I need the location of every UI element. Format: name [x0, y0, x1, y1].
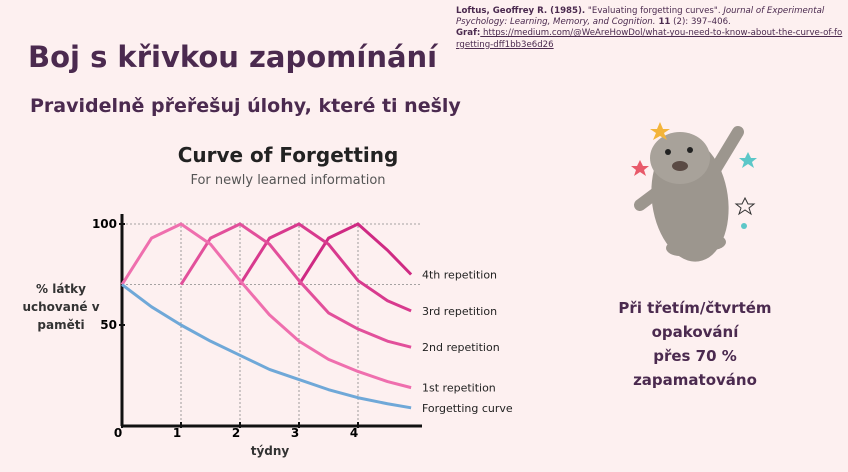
x-tick-label: 0 — [114, 426, 122, 440]
y-axis-label: % látky uchované v paměti — [22, 282, 100, 332]
legend-label: 2nd repetition — [422, 341, 500, 354]
slide-subtitle: Pravidelně přeřešuj úlohy, které ti nešl… — [30, 95, 461, 117]
note-line: zapamatováno — [633, 371, 757, 389]
legend-label: 4th repetition — [422, 269, 497, 282]
y-tick-label: 50 — [100, 318, 117, 332]
legend-label: Forgetting curve — [422, 402, 513, 415]
x-tick-label: 2 — [232, 426, 240, 440]
chart-title: Curve of Forgetting — [178, 143, 399, 167]
legend-label: 3rd repetition — [422, 305, 497, 318]
legend-label: 1st repetition — [422, 382, 496, 395]
x-tick-label: 4 — [350, 426, 358, 440]
note-line: opakování — [651, 323, 739, 341]
series-line — [238, 222, 412, 313]
cite-author: Loftus, Geoffrey R. (1985). — [456, 6, 586, 16]
x-tick-label: 3 — [291, 426, 299, 440]
graph-label: Graf: — [456, 28, 481, 39]
note: Při třetím/čtvrtém opakování přes 70 % zapa… — [610, 296, 780, 392]
slide-title: Boj s křivkou zapomínání — [28, 40, 438, 74]
chart-subtitle: For newly learned information — [190, 173, 385, 188]
citation: Loftus, Geoffrey R. (1985). "Evaluating … — [456, 6, 844, 51]
x-tick-label: 1 — [173, 426, 181, 440]
series-line — [297, 222, 413, 286]
graph-link[interactable]: https://medium.com/@WeAreHowDol/what-you… — [456, 28, 843, 50]
cite-article: "Evaluating forgetting curves". — [585, 6, 724, 16]
cite-pages: (2): 397–406. — [670, 17, 731, 28]
cite-volume: 11 — [655, 17, 671, 28]
series-line — [121, 283, 412, 410]
series-line — [179, 222, 412, 349]
mascot-illustration — [631, 122, 757, 262]
cite-journal: Journal of Experimental Psychology: Lear… — [456, 6, 825, 28]
x-axis-label: týdny — [251, 444, 290, 458]
note-line: Při třetím/čtvrtém — [618, 299, 772, 317]
y-tick-label: 100 — [92, 217, 117, 231]
series-line — [120, 222, 412, 390]
note-line: přes 70 % — [653, 347, 737, 365]
